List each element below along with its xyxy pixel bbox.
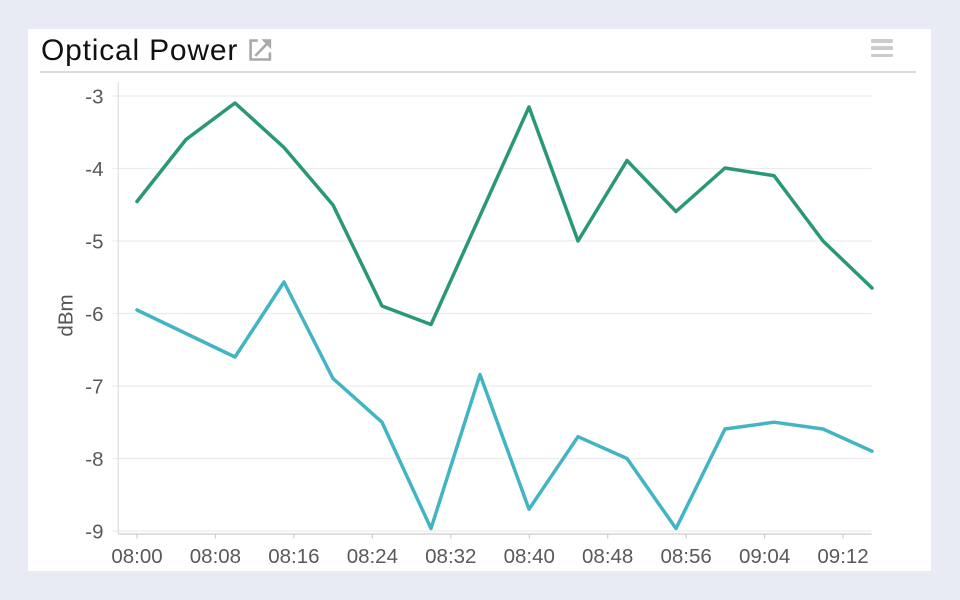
svg-text:08:56: 08:56 xyxy=(660,545,711,568)
svg-text:08:08: 08:08 xyxy=(190,545,241,568)
svg-text:08:24: 08:24 xyxy=(347,545,398,568)
svg-text:08:32: 08:32 xyxy=(425,545,476,568)
svg-text:08:40: 08:40 xyxy=(504,545,555,568)
svg-text:09:04: 09:04 xyxy=(739,545,790,568)
svg-text:dBm: dBm xyxy=(55,294,78,336)
svg-text:09:12: 09:12 xyxy=(817,545,868,568)
svg-text:-9: -9 xyxy=(85,520,103,543)
svg-text:-7: -7 xyxy=(85,375,103,398)
svg-text:08:48: 08:48 xyxy=(582,545,633,568)
svg-text:08:00: 08:00 xyxy=(111,545,162,568)
svg-text:-5: -5 xyxy=(85,230,103,253)
svg-text:-4: -4 xyxy=(85,158,103,181)
svg-text:-6: -6 xyxy=(85,303,103,326)
svg-text:-8: -8 xyxy=(85,448,103,471)
svg-text:-3: -3 xyxy=(85,85,103,108)
svg-text:08:16: 08:16 xyxy=(268,545,319,568)
